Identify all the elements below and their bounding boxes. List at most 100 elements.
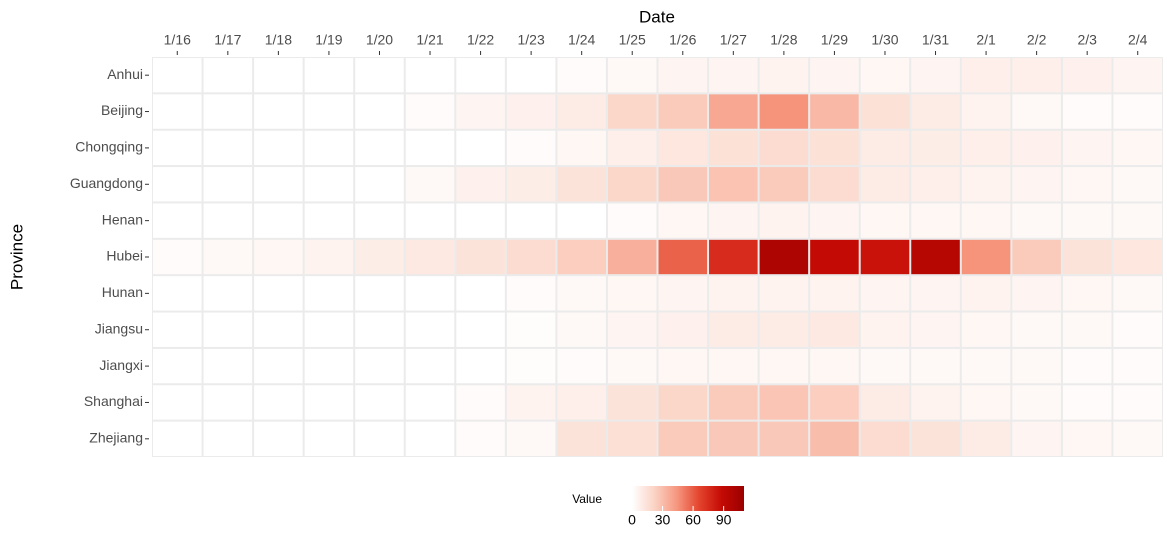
- heat-cell: [860, 348, 910, 384]
- heat-cell: [1012, 385, 1061, 420]
- heat-cell: [355, 130, 404, 166]
- heat-cell: [405, 94, 455, 129]
- x-tick-label: 1/19: [315, 32, 342, 48]
- heat-cell: [709, 276, 758, 311]
- heat-cell: [607, 312, 657, 347]
- heat-cell: [1012, 421, 1061, 456]
- heat-cell: [709, 421, 758, 456]
- heat-cell: [658, 385, 708, 420]
- heat-cell: [860, 94, 910, 129]
- heat-cell: [1062, 385, 1112, 420]
- x-tick-label: 2/2: [1027, 32, 1047, 48]
- heat-cell: [405, 348, 455, 384]
- heat-cell: [658, 276, 708, 311]
- heat-cell: [961, 421, 1011, 456]
- heat-cell: [911, 312, 960, 347]
- heat-cell: [456, 385, 505, 420]
- heat-cell: [304, 203, 354, 238]
- heat-cell: [860, 167, 910, 202]
- y-tick-label: Jiangxi: [99, 357, 143, 373]
- x-tick-label: 1/23: [518, 32, 545, 48]
- heat-cell: [911, 203, 960, 238]
- heat-cell: [203, 58, 253, 93]
- heat-cell: [456, 421, 505, 456]
- heat-cell: [506, 94, 556, 129]
- heat-cell: [355, 239, 404, 275]
- heat-cell: [860, 421, 910, 456]
- heat-cell: [456, 348, 505, 384]
- heat-cell: [658, 348, 708, 384]
- heat-cell: [557, 348, 606, 384]
- panel-background: [152, 57, 1163, 457]
- x-tick-label: 2/1: [976, 32, 996, 48]
- heat-cell: [658, 203, 708, 238]
- heat-cell: [405, 130, 455, 166]
- heat-cell: [607, 130, 657, 166]
- heat-cell: [810, 385, 859, 420]
- heat-cell: [860, 239, 910, 275]
- heat-cell: [759, 130, 809, 166]
- heat-cell: [860, 312, 910, 347]
- heat-cell: [709, 167, 758, 202]
- heat-cell: [658, 421, 708, 456]
- heat-cell: [810, 348, 859, 384]
- heat-cell: [1012, 348, 1061, 384]
- heat-cell: [1012, 239, 1061, 275]
- heat-cell: [911, 58, 960, 93]
- heat-cell: [1113, 385, 1162, 420]
- heat-cell: [1062, 167, 1112, 202]
- heat-cell: [355, 421, 404, 456]
- heat-cell: [709, 239, 758, 275]
- x-tick-label: 2/4: [1128, 32, 1148, 48]
- heat-cell: [911, 348, 960, 384]
- heat-cell: [203, 94, 253, 129]
- heat-cell: [355, 203, 404, 238]
- heat-cell: [911, 130, 960, 166]
- heat-cell: [658, 58, 708, 93]
- heat-cell: [961, 385, 1011, 420]
- heat-cell: [153, 421, 202, 456]
- y-axis-title: Province: [7, 224, 26, 290]
- heat-cell: [860, 385, 910, 420]
- y-tick-label: Chongqing: [75, 139, 143, 155]
- heat-cell: [203, 312, 253, 347]
- heat-cell: [759, 203, 809, 238]
- heat-cell: [254, 312, 303, 347]
- heat-cell: [153, 203, 202, 238]
- heat-cell: [1062, 276, 1112, 311]
- heat-cell: [456, 58, 505, 93]
- heat-cell: [304, 58, 354, 93]
- heat-cell: [607, 167, 657, 202]
- heat-cell: [810, 167, 859, 202]
- heat-cell: [1113, 421, 1162, 456]
- legend-tick-label: 60: [685, 512, 701, 528]
- heat-cell: [557, 58, 606, 93]
- heat-cell: [759, 385, 809, 420]
- heat-cell: [355, 312, 404, 347]
- x-tick-label: 1/21: [416, 32, 443, 48]
- heat-cell: [709, 94, 758, 129]
- heat-cell: [860, 58, 910, 93]
- heat-cell: [810, 312, 859, 347]
- heat-cell: [153, 276, 202, 311]
- x-tick-label: 1/17: [214, 32, 241, 48]
- heat-cell: [304, 385, 354, 420]
- heat-cell: [355, 94, 404, 129]
- heat-cell: [405, 421, 455, 456]
- heat-cell: [405, 385, 455, 420]
- x-tick-label: 1/30: [871, 32, 898, 48]
- heat-cell: [961, 239, 1011, 275]
- heat-cell: [557, 421, 606, 456]
- heat-cell: [961, 348, 1011, 384]
- heat-cell: [203, 385, 253, 420]
- x-tick-label: 1/29: [821, 32, 848, 48]
- legend-tick-label: 90: [716, 512, 732, 528]
- heat-cell: [961, 276, 1011, 311]
- heat-cell: [1062, 58, 1112, 93]
- legend-tick-label: 30: [655, 512, 671, 528]
- heat-cell: [709, 385, 758, 420]
- y-tick-label: Guangdong: [70, 175, 143, 191]
- heat-cell: [557, 130, 606, 166]
- heat-cell: [153, 58, 202, 93]
- heat-cell: [153, 239, 202, 275]
